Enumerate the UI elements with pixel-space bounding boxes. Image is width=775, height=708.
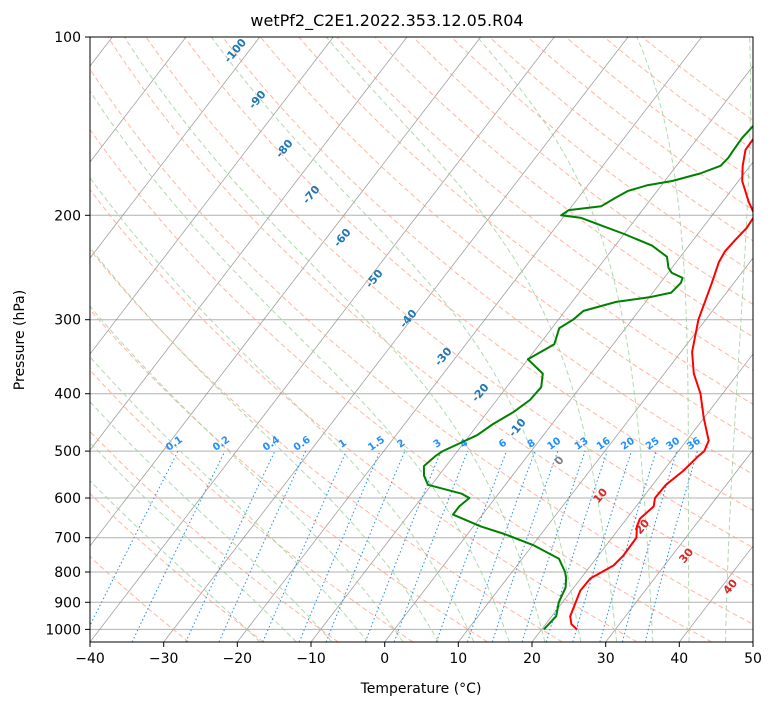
dry-adiabat-line	[90, 68, 753, 625]
mixing-ratio-line	[131, 450, 226, 642]
mixing-ratio-line	[364, 450, 442, 642]
temperature-profile-line	[569, 137, 753, 631]
mixing-ratio-line	[298, 450, 381, 642]
dry-adiabat-line	[489, 37, 753, 242]
y-axis-ticks: 1000 900 800 700 600 500 400 300 200 100	[45, 30, 90, 638]
dry-adiabat-line	[145, 37, 753, 549]
x-axis-ticks: −40 −30 −20 −10 0 10 20 30 40 50	[75, 642, 762, 667]
dewpoint-profile-line	[422, 124, 753, 631]
mixing-ratio-line	[521, 450, 586, 642]
y-tick-label: 800	[54, 565, 81, 581]
isobar-gridlines	[90, 37, 753, 630]
dry-adiabat-line	[90, 188, 638, 642]
moist-adiabat-line	[90, 176, 475, 642]
x-tick-label: −10	[296, 651, 326, 667]
y-tick-label: 500	[54, 444, 81, 460]
y-axis-label: Pressure (hPa)	[12, 290, 28, 390]
dry-adiabat-line	[336, 37, 753, 371]
x-tick-label: 50	[744, 651, 762, 667]
dry-adiabat-line	[527, 37, 753, 211]
mixing-ratio-line	[393, 450, 469, 642]
dry-adiabat-line	[222, 37, 753, 475]
moist-adiabat-line	[325, 37, 618, 642]
dry-adiabat-line	[260, 37, 753, 440]
mixing-ratio-line	[90, 450, 179, 627]
x-tick-label: −20	[223, 651, 253, 667]
mixing-ratio-line	[325, 450, 406, 642]
dry-adiabat-line	[412, 37, 753, 305]
moist-adiabat-line	[90, 480, 261, 642]
mixing-ratio-line	[435, 450, 507, 642]
dry-adiabat-line	[298, 37, 753, 405]
mixing-ratio-line	[467, 450, 536, 642]
dry-adiabat-line	[183, 37, 753, 512]
isotherm-line	[90, 37, 408, 451]
moist-adiabat-line	[123, 37, 546, 642]
moist-adiabat-line	[90, 400, 333, 642]
y-tick-label: 100	[54, 30, 81, 46]
y-tick-label: 600	[54, 491, 81, 507]
isotherm-line	[457, 257, 753, 642]
dry-adiabat-line	[107, 37, 753, 586]
x-tick-label: −40	[75, 651, 105, 667]
y-tick-label: 400	[54, 387, 81, 403]
moist-adiabat-line	[90, 90, 510, 642]
isotherm-line	[605, 449, 753, 642]
y-tick-label: 200	[54, 208, 81, 224]
y-tick-label: 900	[54, 595, 81, 611]
isotherm-line	[90, 37, 187, 163]
moist-adiabat-line	[476, 37, 654, 642]
mixing-ratio-line	[599, 450, 657, 642]
moist-adiabat-line	[90, 441, 297, 642]
isotherm-line	[90, 37, 482, 547]
isotherm-line	[90, 37, 334, 355]
x-tick-label: 10	[449, 651, 467, 667]
profile-series	[422, 124, 753, 631]
x-tick-label: −30	[149, 651, 179, 667]
mixing-ratio-line	[621, 450, 678, 642]
isotherm-line	[310, 65, 753, 642]
y-tick-label: 700	[54, 531, 81, 547]
isotherm-line	[531, 353, 753, 642]
mixing-ratio-line	[491, 450, 559, 642]
moist-adiabat-line	[725, 37, 751, 642]
moist-adiabats	[90, 37, 751, 642]
isotherm-line	[236, 37, 703, 642]
mixing-ratio-line	[644, 450, 698, 642]
x-axis-label: Temperature (°C)	[360, 681, 482, 697]
moist-adiabat-line	[636, 37, 690, 642]
plot-area: 0.1 0.2 0.4 0.6 1 1.5 2 3 4 6 8 10 13 16 20 25 30 36-100-…	[90, 37, 753, 642]
dry-adiabat-line	[451, 37, 753, 273]
x-tick-label: 0	[380, 651, 389, 667]
mixing-ratio-line	[572, 450, 632, 642]
x-tick-label: 40	[670, 651, 688, 667]
isotherm-line	[384, 161, 753, 642]
dry-adiabats	[90, 37, 753, 642]
dry-adiabat-line	[90, 248, 563, 642]
moist-adiabat-line	[210, 37, 582, 642]
plot-frame	[89, 36, 754, 643]
isotherm-line	[163, 37, 629, 642]
dry-adiabat-line	[374, 37, 753, 338]
dry-adiabat-line	[90, 128, 712, 642]
y-tick-label: 300	[54, 313, 81, 329]
skewed-isotherm-gridlines	[90, 37, 753, 642]
mixing-ratio-lines	[90, 450, 698, 642]
isotherm-line	[90, 37, 261, 259]
isotherm-line	[90, 37, 555, 642]
y-tick-label: 1000	[45, 622, 81, 638]
dry-adiabat-line	[603, 37, 753, 151]
moist-adiabat-line	[90, 246, 439, 642]
x-tick-label: 20	[523, 651, 541, 667]
chart-title: wetPf2_C2E1.2022.353.12.05.R04	[250, 11, 523, 31]
mixing-ratio-line	[262, 450, 347, 642]
x-tick-label: 30	[597, 651, 615, 667]
